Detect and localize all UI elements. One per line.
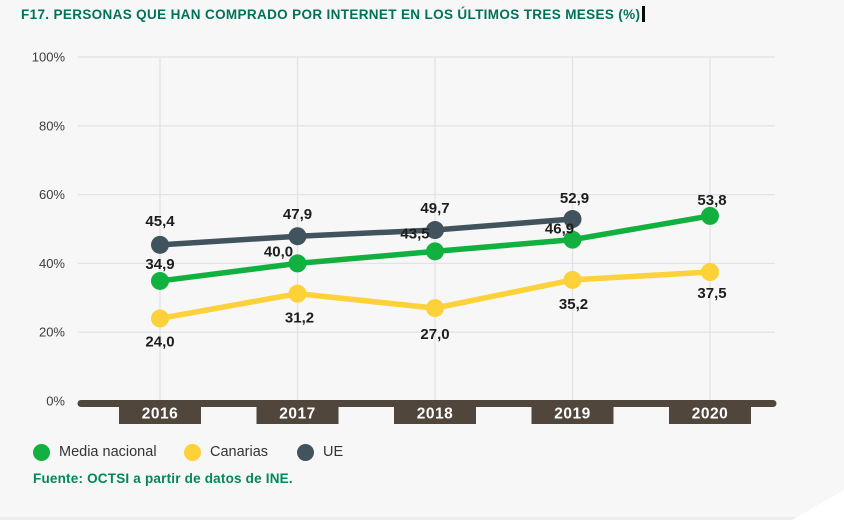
data-label-canarias: 37,5 — [697, 285, 726, 302]
x-axis-year-box — [669, 401, 751, 424]
data-point-canarias — [563, 270, 582, 289]
y-axis-tick-label: 80% — [39, 118, 65, 133]
legend-item-media-nacional: Media nacional — [33, 443, 157, 461]
data-label-ue: 49,7 — [420, 200, 449, 217]
data-label-media-nacional: 34,9 — [145, 256, 174, 273]
data-label-media-nacional: 53,8 — [697, 192, 726, 209]
legend-label-ue: UE — [323, 444, 344, 460]
source-note: Fuente: OCTSI a partir de datos de INE. — [33, 471, 293, 486]
data-label-media-nacional: 40,0 — [264, 243, 293, 260]
text-cursor-caret — [642, 6, 645, 22]
page-bottom-edge — [0, 517, 844, 520]
data-point-canarias — [288, 284, 307, 303]
y-axis-tick-label: 40% — [39, 256, 65, 271]
data-label-ue: 45,4 — [145, 213, 175, 230]
data-label-media-nacional: 43,5 — [400, 225, 429, 242]
legend-item-canarias: Canarias — [184, 443, 268, 461]
x-axis-year-box — [119, 401, 201, 424]
data-point-media-nacional — [288, 254, 307, 273]
data-point-media-nacional — [151, 271, 169, 290]
x-axis-year-label: 2018 — [417, 406, 453, 423]
data-point-ue — [288, 227, 307, 246]
x-axis-year-box — [531, 401, 614, 424]
data-point-canarias — [426, 299, 444, 318]
data-point-media-nacional — [701, 206, 719, 225]
y-axis-tick-label: 20% — [39, 325, 65, 340]
data-point-ue — [563, 210, 582, 229]
legend-swatch-ue-icon — [297, 443, 314, 461]
data-label-canarias: 35,2 — [559, 296, 588, 313]
y-axis-tick-label: 100% — [32, 50, 66, 65]
data-point-canarias — [151, 309, 169, 328]
data-point-media-nacional — [563, 230, 582, 249]
x-axis-year-box — [256, 401, 339, 424]
legend-swatch-canarias-icon — [184, 443, 201, 461]
x-axis-year-label: 2020 — [692, 406, 728, 423]
y-axis-tick-label: 60% — [39, 187, 65, 202]
legend-item-ue: UE — [297, 443, 343, 461]
data-label-canarias: 24,0 — [145, 333, 174, 350]
chart-legend: Media nacional Canarias UE — [0, 443, 844, 463]
y-axis-tick-label: 0% — [46, 394, 65, 409]
x-axis-year-label: 2017 — [279, 406, 315, 423]
legend-label-media-nacional: Media nacional — [59, 444, 157, 460]
data-label-canarias: 31,2 — [285, 310, 314, 327]
data-label-ue: 47,9 — [283, 206, 312, 223]
series-line-ue — [157, 216, 576, 248]
data-point-media-nacional — [426, 242, 444, 261]
data-label-media-nacional: 46,9 — [545, 221, 574, 238]
data-label-canarias: 27,0 — [420, 326, 449, 343]
figure-title-row: F17. PERSONAS QUE HAN COMPRADO POR INTER… — [21, 6, 645, 24]
legend-label-canarias: Canarias — [210, 444, 269, 460]
figure-title: F17. PERSONAS QUE HAN COMPRADO POR INTER… — [21, 7, 641, 22]
x-axis-year-label: 2019 — [554, 406, 590, 423]
data-point-ue — [426, 221, 444, 240]
data-point-canarias — [701, 263, 719, 281]
data-point-ue — [151, 235, 169, 254]
line-chart: 100% 80% 60% 40% 20% 0% 2016 2017 2018 2019 2020 45… — [32, 50, 777, 424]
data-label-ue: 52,9 — [560, 190, 589, 207]
x-axis-year-label: 2016 — [142, 406, 178, 423]
page-corner-wedge — [792, 490, 844, 520]
x-axis-year-box — [394, 401, 476, 424]
legend-swatch-media-nacional-icon — [33, 443, 50, 461]
